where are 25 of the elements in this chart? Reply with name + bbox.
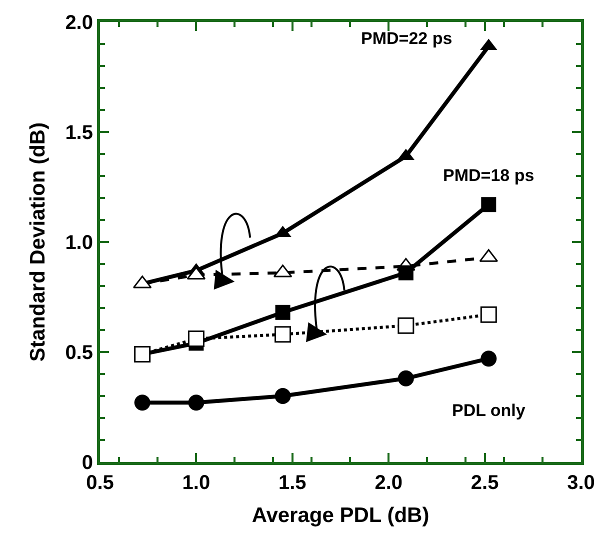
x-tick-label: 2.0 [374,472,403,494]
point [398,370,414,386]
series-label: PMD=18 ps [443,166,534,185]
y-axis-title: Standard Deviation (dB) [26,122,50,362]
series-label: PMD=22 ps [361,29,452,48]
point [480,350,497,367]
x-tick-label: 0.5 [86,472,114,494]
y-tick-label: 0.5 [65,342,93,364]
point [274,388,291,404]
x-tick-label: 2.5 [470,472,499,494]
point [398,265,414,280]
point [398,317,414,334]
y-tick-label: 1.0 [65,232,93,254]
x-tick-label: 1.0 [182,472,210,494]
point [275,304,290,320]
series-label: PDL only [452,401,526,420]
y-tick-label: 1.5 [65,122,93,144]
y-tick-label: 2.0 [65,12,93,34]
x-axis-title: Average PDL (dB) [252,504,430,528]
point [188,330,204,348]
y-tick-label: 0 [82,452,93,474]
x-tick-label: 1.5 [278,472,306,494]
point [134,394,150,411]
point [188,394,204,411]
x-tick-label: 3.0 [567,472,595,494]
